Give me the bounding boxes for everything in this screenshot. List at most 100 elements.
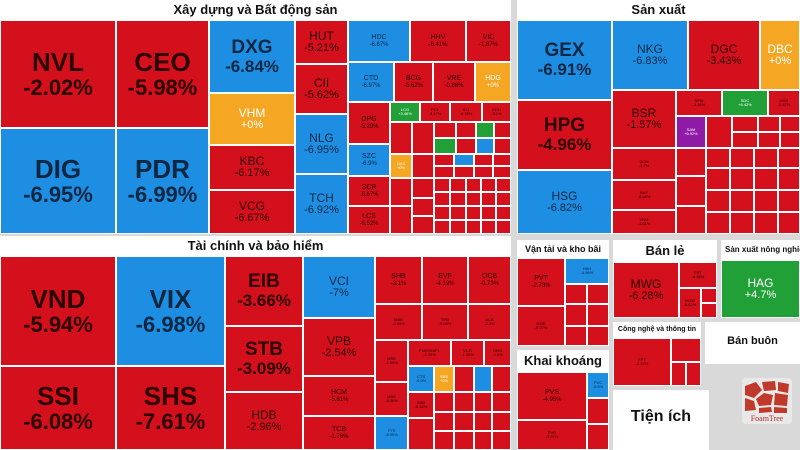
small-stock-tile[interactable] (474, 431, 492, 450)
stock-tile[interactable]: SZC -6.9% (348, 144, 390, 176)
stock-tile[interactable]: CTD -6.97% (348, 62, 394, 102)
stock-tile[interactable]: HDB -2.96% (225, 392, 303, 450)
small-stock-tile[interactable] (466, 206, 481, 220)
sector-mining[interactable]: Khai khoáng PVS -4.95% PVD -3.97% PVC -6.9% (517, 350, 609, 450)
stock-tile[interactable]: FRT -6.98% (679, 262, 717, 288)
small-stock-tile[interactable] (474, 392, 492, 412)
stock-tile[interactable]: STB -3.09% (225, 326, 303, 392)
small-stock-tile[interactable] (390, 206, 412, 234)
stock-tile[interactable]: CII -5.62% (295, 64, 348, 114)
small-stock-tile[interactable] (754, 190, 778, 212)
small-stock-tile[interactable] (780, 132, 800, 148)
stock-tile[interactable]: MSB -1.53% (375, 340, 408, 382)
small-stock-tile[interactable] (587, 424, 609, 450)
stock-tile[interactable]: SCR -6.67% (348, 176, 390, 206)
small-stock-tile[interactable] (481, 206, 496, 220)
sector-agriculture[interactable]: Sản xuất nông nghiệ HAG +4.7% (721, 240, 800, 318)
small-stock-tile[interactable] (456, 122, 476, 138)
stock-tile[interactable]: HDG +0% (475, 62, 511, 102)
small-stock-tile[interactable] (754, 148, 778, 168)
stock-tile[interactable]: NKG -6.83% (612, 20, 688, 90)
small-stock-tile[interactable] (706, 168, 730, 190)
small-stock-tile[interactable] (671, 338, 701, 362)
stock-tile[interactable]: PC1 -3.17% (420, 102, 450, 122)
stock-tile[interactable]: MWG -6.28% (613, 262, 679, 318)
stock-tile[interactable]: BCG -5.62% (394, 62, 433, 102)
stock-tile[interactable]: HAH -6.96% (565, 258, 609, 284)
small-stock-tile[interactable] (476, 138, 494, 154)
stock-tile[interactable]: DXG -6.84% (209, 20, 295, 93)
stock-tile[interactable]: VCG -1.35% (451, 340, 484, 366)
small-stock-tile[interactable] (454, 392, 474, 412)
stock-tile[interactable]: VPB -2.54% (303, 318, 375, 376)
small-stock-tile[interactable] (676, 176, 706, 206)
small-stock-tile[interactable] (434, 166, 454, 178)
small-stock-tile[interactable] (434, 412, 454, 431)
small-stock-tile[interactable] (412, 178, 434, 198)
stock-tile[interactable]: PVS -4.95% (517, 372, 587, 420)
stock-tile[interactable]: KDH -3.1% (482, 102, 511, 122)
small-stock-tile[interactable] (492, 392, 511, 412)
stock-tile[interactable]: PVC -6.9% (587, 372, 609, 398)
stock-tile[interactable]: VHM +0% (209, 93, 295, 145)
small-stock-tile[interactable] (476, 122, 494, 138)
small-stock-tile[interactable] (706, 116, 732, 148)
small-stock-tile[interactable] (434, 178, 450, 192)
small-stock-tile[interactable] (492, 431, 511, 450)
small-stock-tile[interactable] (778, 212, 800, 234)
stock-tile[interactable]: NLG -6.95% (295, 114, 348, 174)
small-stock-tile[interactable] (466, 220, 481, 234)
stock-tile[interactable]: DXS +0% (390, 154, 412, 178)
stock-tile[interactable]: GMD -5.27% (517, 306, 565, 346)
stock-tile[interactable]: HAG +4.7% (721, 260, 800, 318)
small-stock-tile[interactable] (778, 148, 800, 168)
stock-tile[interactable]: ACB -2.3% (468, 304, 511, 340)
small-stock-tile[interactable] (481, 178, 496, 192)
small-stock-tile[interactable] (434, 192, 450, 206)
small-stock-tile[interactable] (676, 148, 706, 176)
stock-tile[interactable]: HDC -6.87% (348, 20, 410, 62)
small-stock-tile[interactable] (434, 122, 456, 138)
stock-tile[interactable]: TPB -0.58% (422, 304, 468, 340)
small-stock-tile[interactable] (778, 190, 800, 212)
small-stock-tile[interactable] (434, 138, 456, 154)
stock-tile[interactable]: VIC -1.87% (466, 20, 511, 62)
sector-transport-warehousing[interactable]: Vận tải và kho bãi PVT -2.73% GMD -5.27% H… (517, 240, 609, 346)
small-stock-tile[interactable] (587, 398, 609, 424)
small-stock-tile[interactable] (565, 284, 587, 304)
stock-tile[interactable]: VND -5.94% (0, 256, 116, 366)
stock-tile[interactable]: DBC +0% (760, 20, 800, 90)
stock-tile[interactable]: CEO -5.98% (116, 20, 209, 128)
stock-tile[interactable]: SHB -3.1% (375, 256, 422, 304)
stock-tile[interactable]: DMS -2.6% (484, 340, 511, 366)
stock-tile[interactable]: TCB -1.78% (303, 416, 375, 450)
stock-tile[interactable]: EIB -3.66% (225, 256, 303, 326)
small-stock-tile[interactable] (454, 154, 474, 166)
small-stock-tile[interactable] (706, 212, 730, 234)
stock-tile[interactable]: SSI -6.08% (0, 366, 116, 450)
small-stock-tile[interactable] (466, 178, 481, 192)
small-stock-tile[interactable] (671, 362, 686, 386)
stock-tile[interactable]: BSR -1.57% (612, 90, 676, 148)
small-stock-tile[interactable] (676, 206, 706, 234)
small-stock-tile[interactable] (412, 154, 434, 178)
small-stock-tile[interactable] (758, 116, 780, 132)
small-stock-tile[interactable] (454, 431, 474, 450)
small-stock-tile[interactable] (408, 418, 434, 450)
small-stock-tile[interactable] (474, 412, 492, 431)
sector-manufacturing[interactable]: Sản xuất GEX -6.91% NKG -6.83% DGC -3.43% D… (517, 0, 800, 234)
small-stock-tile[interactable] (456, 138, 476, 154)
small-stock-tile[interactable] (450, 220, 466, 234)
small-stock-tile[interactable] (758, 132, 780, 148)
stock-tile[interactable]: HCM -5.61% (303, 376, 375, 416)
stock-tile[interactable]: SDC +6.42% (722, 90, 768, 116)
small-stock-tile[interactable] (412, 122, 434, 154)
small-stock-tile[interactable] (730, 168, 754, 190)
stock-tile[interactable]: SSB -6.34% (408, 392, 434, 418)
small-stock-tile[interactable] (496, 206, 511, 220)
stock-tile[interactable]: FPT -2.37% (613, 338, 671, 386)
sector-retail[interactable]: Bán lẻ MWG -6.28% FRT -6.98% DGW -6.62% (613, 240, 717, 318)
small-stock-tile[interactable] (730, 212, 754, 234)
small-stock-tile[interactable] (434, 206, 450, 220)
stock-tile[interactable]: BAF -6.68% (612, 180, 676, 210)
